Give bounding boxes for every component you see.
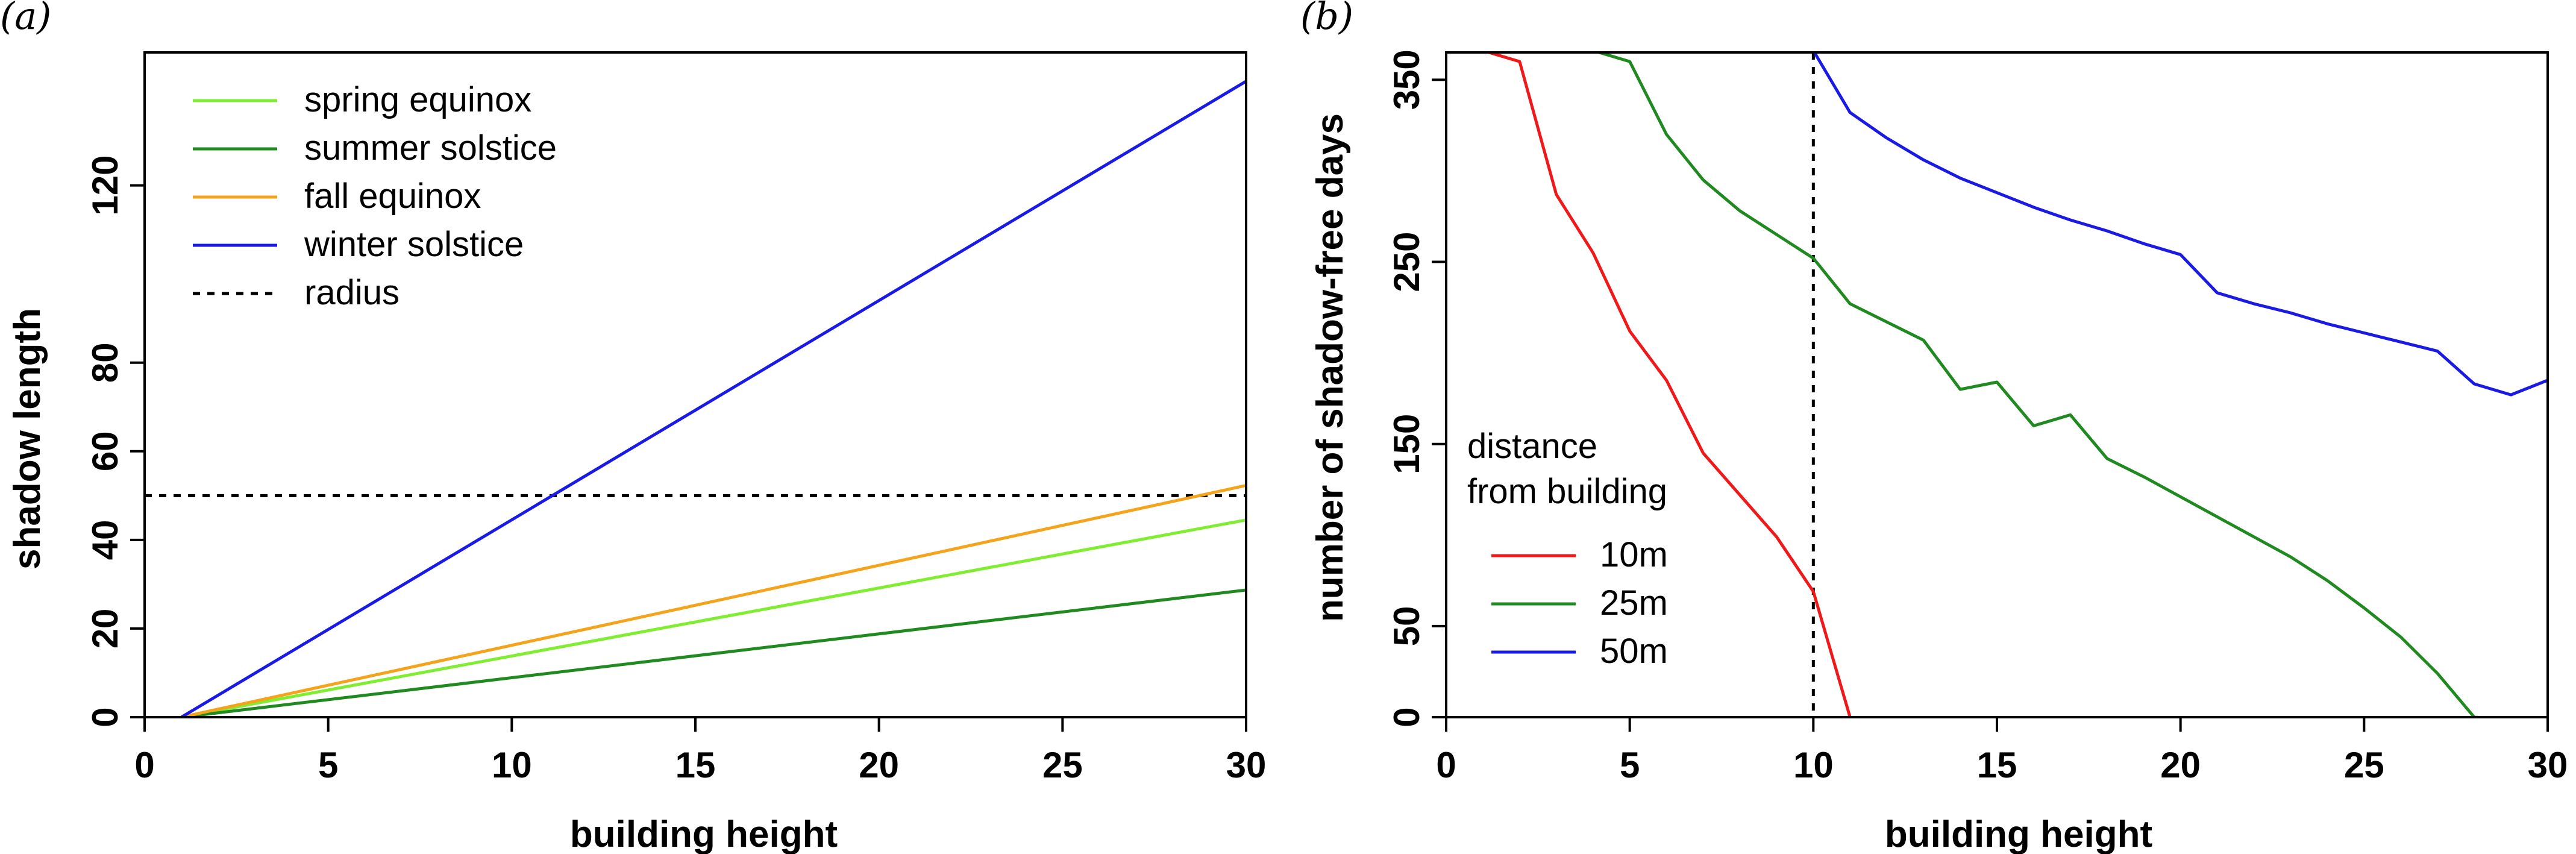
series-line-fall-equinox	[181, 483, 1246, 717]
x-tick-label: 5	[1620, 745, 1640, 785]
x-tick-label: 5	[318, 745, 338, 785]
x-tick-label: 30	[2528, 745, 2568, 785]
panel-b: (b) 0 5 10 15 20 25 30 0 50 150 250 350 building h…	[1300, 0, 2568, 854]
y-tick-label: 80	[85, 342, 125, 383]
x-tick-label: 0	[134, 745, 154, 785]
legend-title: distance	[1467, 427, 1597, 466]
series-line-25m	[1594, 52, 2505, 717]
x-tick-label: 25	[2344, 745, 2384, 785]
x-tick-label: 15	[675, 745, 716, 785]
panel-a: (a) 0 5 10 15 20 25 30 0 20 40 60 80 120 building h…	[0, 0, 1266, 854]
x-tick-label: 25	[1042, 745, 1083, 785]
panel-b-y-ticks: 0 50 150 250 350	[1387, 49, 1446, 727]
panel-a-x-axis-label: building height	[570, 814, 838, 854]
legend-label: fall equinox	[304, 177, 481, 216]
legend-label: 50m	[1600, 632, 1668, 671]
panel-a-x-ticks: 0 5 10 15 20 25 30	[134, 717, 1266, 785]
y-tick-label: 0	[1387, 707, 1427, 727]
y-tick-label: 50	[1387, 606, 1427, 647]
legend-label: summer solstice	[304, 128, 557, 168]
panel-b-plot-area	[1445, 51, 2549, 718]
series-line-10m	[1484, 52, 1852, 717]
x-tick-label: 0	[1436, 745, 1456, 785]
panel-b-y-axis-label: number of shadow-free days	[1309, 113, 1351, 622]
x-tick-label: 10	[1793, 745, 1834, 785]
y-tick-label: 0	[85, 707, 125, 727]
y-tick-label: 150	[1387, 414, 1427, 474]
panel-a-y-axis-label: shadow length	[7, 308, 48, 570]
legend-label: spring equinox	[304, 80, 531, 119]
panel-b-x-ticks: 0 5 10 15 20 25 30	[1436, 717, 2568, 785]
legend-label: 10m	[1600, 535, 1668, 574]
series-line-50m	[1813, 52, 2548, 397]
panel-b-x-axis-label: building height	[1885, 814, 2152, 854]
series-line-winter-solstice	[180, 80, 1246, 717]
y-tick-label: 250	[1387, 231, 1427, 292]
y-tick-label: 40	[85, 520, 125, 560]
panel-a-y-ticks: 0 20 40 60 80 120	[85, 155, 145, 727]
panel-b-legend: distance from building 10m 25m 50m	[1467, 427, 1668, 671]
legend-label: winter solstice	[304, 225, 524, 264]
panel-a-plot-area	[143, 51, 1247, 718]
panel-b-label: (b)	[1300, 0, 1353, 38]
x-tick-label: 20	[2160, 745, 2201, 785]
series-line-summer-solstice	[181, 588, 1246, 717]
panel-a-legend: spring equinox summer solstice fall equino…	[193, 80, 557, 312]
legend-label: 25m	[1600, 583, 1668, 623]
y-tick-label: 60	[85, 431, 125, 471]
y-tick-label: 350	[1387, 49, 1427, 110]
legend-label: radius	[304, 273, 400, 312]
y-tick-label: 20	[85, 609, 125, 649]
legend-title: from building	[1467, 472, 1667, 511]
x-tick-label: 20	[859, 745, 899, 785]
panel-a-label: (a)	[0, 0, 51, 38]
x-tick-label: 10	[492, 745, 532, 785]
y-tick-label: 120	[85, 155, 125, 216]
x-tick-label: 30	[1226, 745, 1267, 785]
series-line-spring-equinox	[181, 518, 1246, 717]
x-tick-label: 15	[1977, 745, 2017, 785]
